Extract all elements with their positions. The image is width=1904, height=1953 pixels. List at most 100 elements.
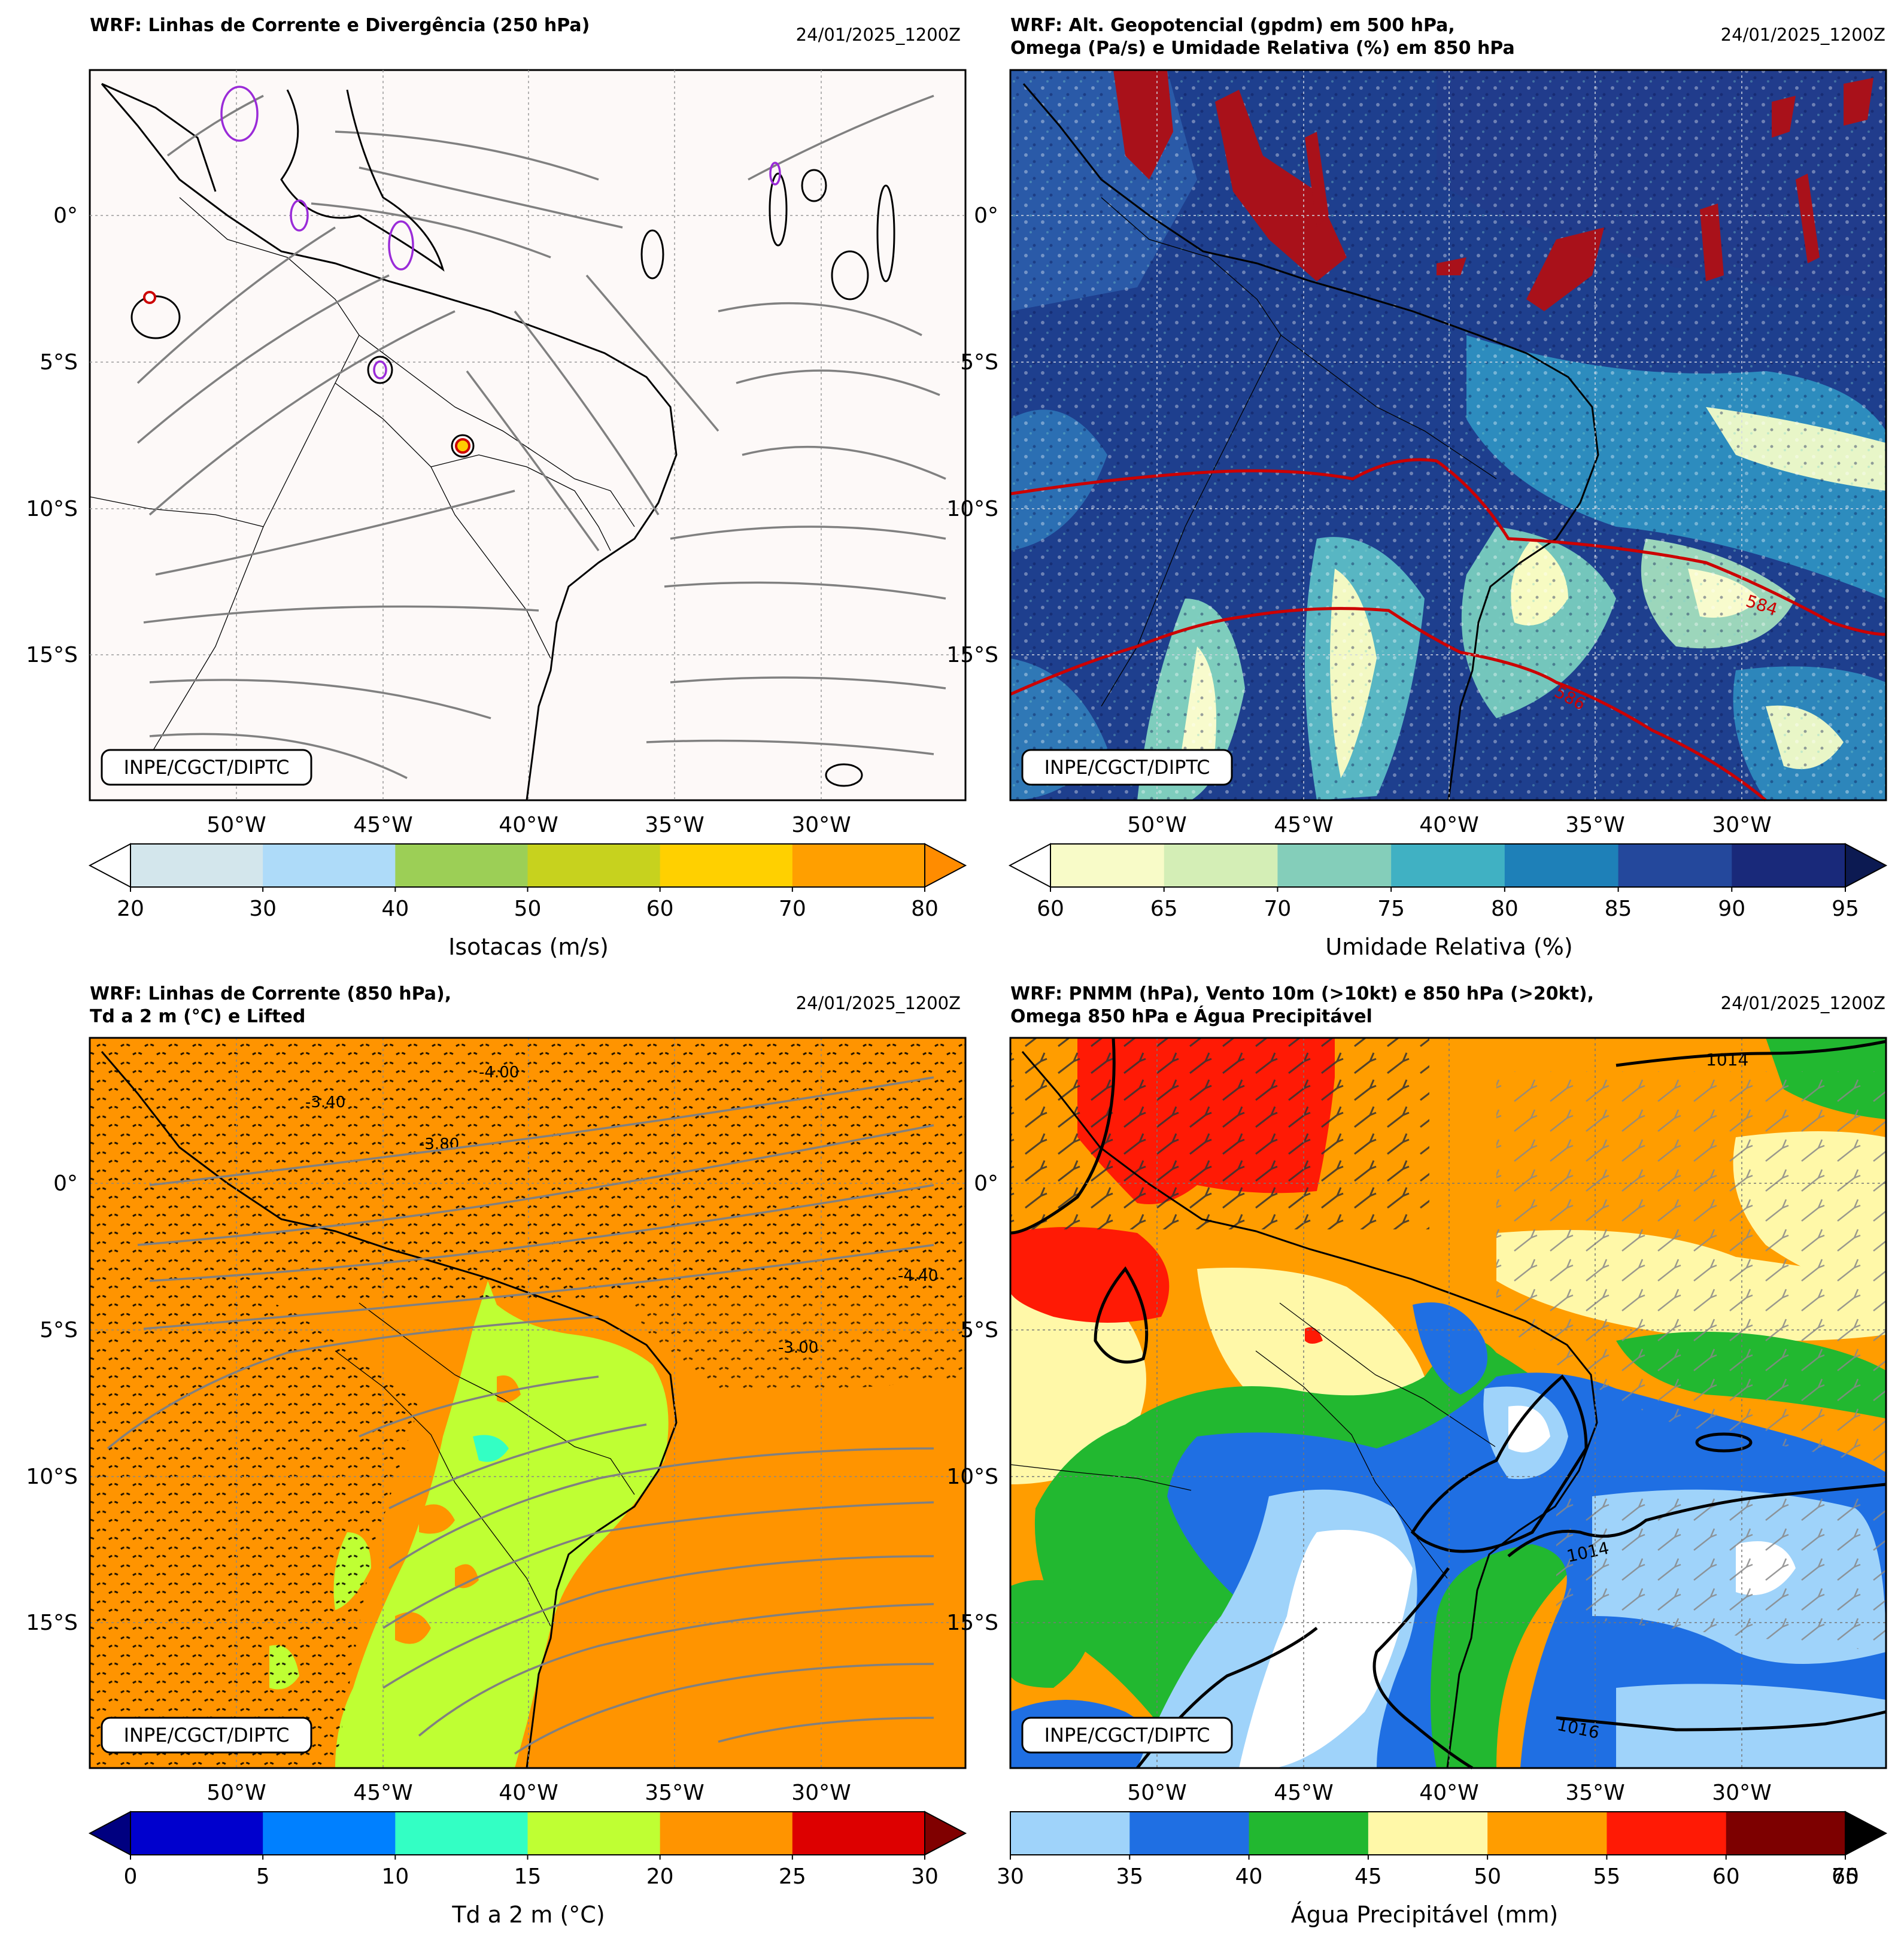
lat-tick-label: 10°S xyxy=(946,497,998,521)
streamlines xyxy=(107,1076,934,1755)
lon-tick-label: 45°W xyxy=(1274,1781,1333,1805)
panel-title-line: Omega 850 hPa e Água Precipitável xyxy=(1010,1006,1372,1027)
graticule xyxy=(90,1038,965,1768)
colorbar-swatch xyxy=(1368,1812,1488,1855)
colorbar-swatch xyxy=(1010,1812,1130,1855)
colorbar-tick-label: 70 xyxy=(1832,1864,1859,1889)
colorbar-swatch xyxy=(1050,844,1165,887)
panel-timestamp: 24/01/2025_1200Z xyxy=(1721,25,1885,45)
colorbar-tick-label: 80 xyxy=(911,897,939,921)
panel-streamlines-250hpa: WRF: Linhas de Corrente e Divergência (2… xyxy=(26,15,967,960)
colorbar-tick-label: 0 xyxy=(124,1864,138,1889)
colorbar-tick-label: 55 xyxy=(1593,1864,1621,1889)
colorbar-swatch xyxy=(1249,1812,1369,1855)
colorbar-tick-label: 70 xyxy=(779,897,806,921)
map-area: 1014 1014 1016 INPE/CGCT/DIPTC xyxy=(1009,1037,1887,1770)
lon-axis: 50°W 45°W 40°W 35°W 30°W xyxy=(1127,813,1771,837)
wind-barbs-10m xyxy=(1496,1071,1886,1466)
panel-timestamp: 24/01/2025_1200Z xyxy=(1721,993,1885,1013)
lon-tick-label: 30°W xyxy=(791,813,851,837)
wind-barbs-10m xyxy=(1556,1496,1886,1652)
lon-tick-label: 50°W xyxy=(1127,813,1186,837)
colorbar-tick-label: 60 xyxy=(1037,897,1064,921)
graticule xyxy=(1010,1038,1886,1768)
lon-tick-label: 45°W xyxy=(353,1781,412,1805)
colorbar-tick-label: 70 xyxy=(1264,897,1292,921)
colorbar-tick-label: 50 xyxy=(514,897,542,921)
lat-tick-label: 5°S xyxy=(40,1318,78,1343)
credit-box: INPE/CGCT/DIPTC xyxy=(1021,1717,1233,1754)
colorbar-swatch xyxy=(130,844,263,887)
colorbar-extend-low xyxy=(88,843,131,888)
colorbar-swatch xyxy=(1618,844,1732,887)
lon-tick-label: 50°W xyxy=(207,1781,266,1805)
lon-tick-label: 35°W xyxy=(645,1781,704,1805)
colorbar-tick-label: 20 xyxy=(646,1864,674,1889)
panel-title-line: Omega (Pa/s) e Umidade Relativa (%) em 8… xyxy=(1010,38,1515,59)
colorbar-swatch xyxy=(1726,1812,1846,1855)
colorbar-tick-label: 60 xyxy=(646,897,674,921)
lat-tick-label: 0° xyxy=(53,203,78,228)
colorbar: 20 30 40 50 60 70 80 xyxy=(88,843,967,921)
omega-ascent-areas xyxy=(1113,70,1873,311)
lat-axis: 0° 5°S 10°S 15°S xyxy=(946,203,998,667)
colorbar-tick-label: 60 xyxy=(1712,1864,1740,1889)
map-area: 584 586 INPE/CGCT/DIPTC xyxy=(1009,69,1887,801)
lon-axis: 50°W 45°W 40°W 35°W 30°W xyxy=(1127,1781,1771,1805)
colorbar-tick-label: 95 xyxy=(1832,897,1859,921)
map-area: INPE/CGCT/DIPTC xyxy=(89,69,967,801)
credit-box: INPE/CGCT/DIPTC xyxy=(1021,749,1233,786)
colorbar-tick-label: 85 xyxy=(1605,897,1632,921)
colorbar-tick-label: 80 xyxy=(1491,897,1519,921)
colorbar-extend-low xyxy=(1008,843,1051,888)
colorbar-tick-label: 30 xyxy=(249,897,277,921)
credit-text: INPE/CGCT/DIPTC xyxy=(1044,756,1210,779)
colorbar-tick-label: 45 xyxy=(1355,1864,1382,1889)
lon-tick-label: 30°W xyxy=(1712,1781,1771,1805)
credit-text: INPE/CGCT/DIPTC xyxy=(124,756,290,779)
colorbar-tick-label: 65 xyxy=(1832,1864,1859,1889)
colorbar-swatch xyxy=(527,1812,661,1855)
colorbar-frame xyxy=(1010,1811,1846,1855)
streamlines xyxy=(136,95,946,779)
lat-axis: 0° 5°S 10°S 15°S xyxy=(26,1171,78,1635)
colorbar-label: Umidade Relativa (%) xyxy=(1325,934,1572,960)
colorbar-tick-label: 50 xyxy=(1474,1864,1501,1889)
colorbar-swatch xyxy=(660,844,793,887)
colorbar-label: Td a 2 m (°C) xyxy=(451,1902,605,1928)
lat-tick-label: 15°S xyxy=(26,643,78,667)
lon-tick-label: 50°W xyxy=(207,813,266,837)
contour-labels: -4.00 -3.40 -3.80 -3.00 -4.40 xyxy=(305,1064,938,1357)
colorbar-tick-label: 30 xyxy=(997,1864,1024,1889)
panel-mslp-wind-precipitable-water: WRF: PNMM (hPa), Vento 10m (>10kt) e 850… xyxy=(946,983,1888,1928)
lat-tick-label: 15°S xyxy=(26,1611,78,1635)
colorbar-swatch xyxy=(130,1812,263,1855)
map-area: -4.00 -3.40 -3.80 -3.00 -4.40 xyxy=(89,1037,967,1769)
contour-label: -3.00 xyxy=(778,1339,818,1357)
lifted-index-contours xyxy=(90,1301,419,1768)
credit-text: INPE/CGCT/DIPTC xyxy=(1044,1724,1210,1747)
colorbar-tick-label: 10 xyxy=(381,1864,409,1889)
colorbar-swatch xyxy=(660,1812,793,1855)
lat-tick-label: 5°S xyxy=(40,350,78,375)
lon-tick-label: 45°W xyxy=(353,813,412,837)
lat-tick-label: 0° xyxy=(974,1171,998,1196)
colorbar-swatch xyxy=(1732,844,1846,887)
colorbar-swatch xyxy=(1607,1812,1727,1855)
colorbar-swatch xyxy=(1391,844,1505,887)
lat-tick-label: 15°S xyxy=(946,1611,998,1635)
coastline xyxy=(1022,83,1599,801)
colorbar-tick-label: 5 xyxy=(256,1864,270,1889)
graticule xyxy=(90,70,965,800)
colorbar-tick-label: 40 xyxy=(1235,1864,1263,1889)
lat-tick-label: 15°S xyxy=(946,643,998,667)
relative-humidity-field xyxy=(1010,70,1886,800)
divergence-max-marker xyxy=(143,291,156,304)
colorbar-swatch xyxy=(792,1812,925,1855)
panel-streamlines-850-dewpoint: WRF: Linhas de Corrente (850 hPa), Td a … xyxy=(26,983,967,1928)
colorbar-swatch xyxy=(1487,1812,1607,1855)
lon-tick-label: 50°W xyxy=(1127,1781,1186,1805)
colorbar-swatch xyxy=(792,844,925,887)
colorbar-tick-label: 30 xyxy=(911,1864,939,1889)
